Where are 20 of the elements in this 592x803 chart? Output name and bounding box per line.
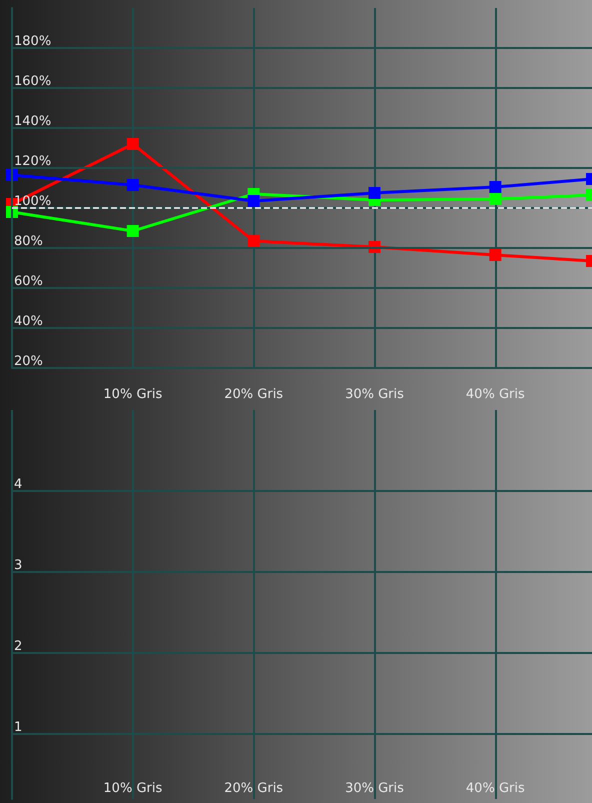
x-tick-label: 30% Gris — [345, 387, 404, 402]
y-tick-label: 120% — [14, 154, 52, 169]
x-tick-label: 30% Gris — [345, 781, 404, 796]
y-tick-label: 4 — [14, 477, 22, 492]
y-tick-label: 180% — [14, 34, 52, 49]
y-tick-label: 140% — [14, 114, 52, 129]
y-tick-label: 80% — [14, 234, 43, 249]
x-tick-label: 10% Gris — [103, 387, 162, 402]
y-tick-label: 20% — [14, 354, 43, 369]
y-tick-label: 40% — [14, 314, 43, 329]
x-tick-label: 10% Gris — [103, 781, 162, 796]
y-tick-label: 160% — [14, 74, 52, 89]
y-tick-label: 2 — [14, 639, 22, 654]
x-tick-label: 20% Gris — [224, 387, 284, 402]
y-tick-label: 3 — [14, 558, 22, 574]
y-tick-label: 60% — [14, 274, 43, 289]
x-tick-label: 20% Gris — [224, 781, 284, 796]
x-tick-label: 40% Gris — [466, 387, 525, 402]
x-tick-label: 40% Gris — [466, 781, 525, 796]
y-tick-label: 1 — [14, 720, 22, 736]
